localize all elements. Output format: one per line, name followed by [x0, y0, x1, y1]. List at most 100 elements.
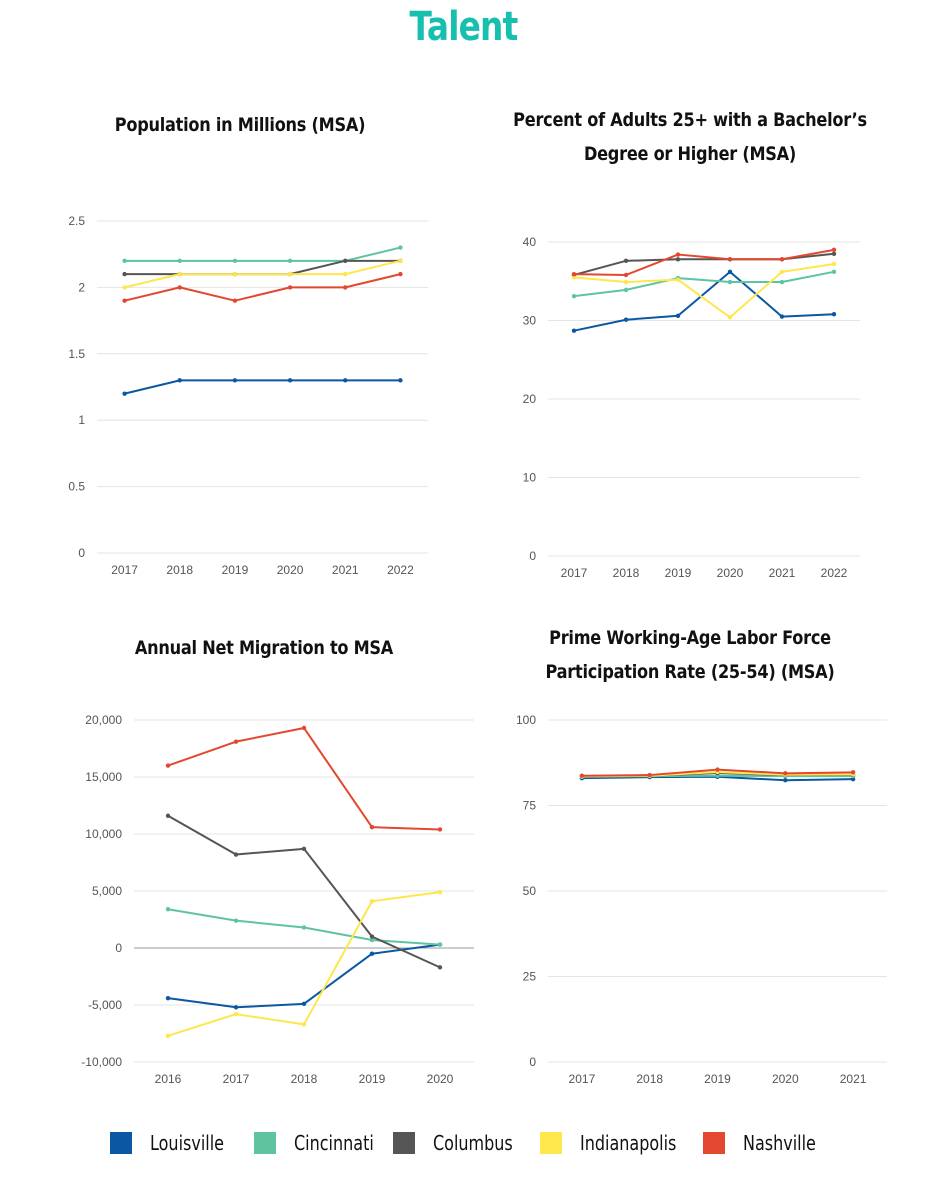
- data-point-indianapolis: [122, 285, 127, 290]
- data-point-nashville: [343, 285, 348, 290]
- y-tick-label: 10,000: [85, 827, 122, 841]
- y-tick-label: -5,000: [88, 998, 122, 1012]
- y-tick-label: 0.5: [68, 480, 85, 494]
- chart-population-title: Population in Millions (MSA): [114, 114, 366, 136]
- data-point-nashville: [715, 767, 720, 772]
- x-tick-label: 2017: [111, 563, 138, 577]
- data-point-indianapolis: [287, 271, 293, 277]
- data-point-nashville: [647, 772, 652, 778]
- data-point-nashville: [369, 824, 375, 830]
- legend-label-indianapolis: Indianapolis: [580, 1131, 677, 1155]
- data-point-indianapolis: [232, 271, 238, 277]
- data-point-louisville: [675, 313, 681, 318]
- data-point-indianapolis: [301, 1022, 307, 1027]
- data-point-nashville: [287, 285, 293, 290]
- legend-swatch-louisville: [110, 1132, 132, 1154]
- y-tick-label: 0: [115, 941, 122, 955]
- data-point-columbus: [623, 258, 629, 264]
- y-tick-label: 100: [516, 713, 536, 727]
- data-point-louisville: [122, 391, 127, 396]
- chart-labor-force-plot: 0 25 50 75 100 2017 2018 2019 2020 2021: [516, 713, 887, 1086]
- x-tick-label: 2018: [613, 566, 640, 580]
- data-point-cincinnati: [623, 287, 629, 293]
- y-tick-label: 30: [523, 314, 537, 328]
- x-tick-label: 2016: [155, 1072, 182, 1086]
- series-line-cincinnati: [573, 270, 835, 298]
- x-tick-label: 2021: [332, 563, 359, 577]
- data-point-nashville: [727, 257, 733, 262]
- data-point-columbus: [122, 271, 127, 277]
- legend: Louisville Cincinnati Columbus Indianapo…: [110, 1128, 830, 1158]
- data-point-louisville: [623, 317, 629, 322]
- y-tick-label: 1: [78, 413, 85, 427]
- series-line-louisville: [573, 270, 835, 332]
- data-point-indianapolis: [675, 277, 681, 282]
- x-tick-label: 2020: [717, 566, 744, 580]
- legend-label-cincinnati: Cincinnati: [294, 1131, 374, 1155]
- legend-label-columbus: Columbus: [433, 1131, 513, 1155]
- data-point-cincinnati: [301, 925, 307, 930]
- x-tick-label: 2018: [291, 1072, 318, 1086]
- data-point-louisville: [850, 776, 856, 782]
- data-point-indianapolis: [165, 1033, 171, 1038]
- data-point-louisville: [301, 1001, 307, 1007]
- legend-label-nashville: Nashville: [743, 1131, 816, 1155]
- data-point-louisville: [343, 378, 348, 383]
- data-point-nashville: [623, 272, 629, 278]
- y-tick-label: 0: [529, 1055, 536, 1069]
- data-point-cincinnati: [437, 942, 443, 947]
- data-point-columbus: [165, 813, 171, 818]
- legend-item-indianapolis: Indianapolis: [540, 1128, 700, 1158]
- data-point-louisville: [831, 312, 837, 317]
- data-point-nashville: [398, 271, 403, 277]
- data-point-indianapolis: [398, 258, 403, 264]
- chart-labor-force-title: Prime Working-Age Labor Force Participat…: [545, 627, 835, 683]
- chart-bachelors-plot: 0 10 20 30 40 2017 2018 2019 2020 2021 2022: [523, 235, 860, 580]
- data-point-nashville: [122, 298, 127, 303]
- data-point-nashville: [579, 773, 585, 778]
- data-point-cincinnati: [233, 918, 239, 923]
- x-tick-label: 2021: [769, 566, 796, 580]
- x-tick-label: 2019: [665, 566, 692, 580]
- data-point-louisville: [233, 1005, 239, 1010]
- data-point-cincinnati: [727, 279, 733, 285]
- y-tick-label: 10: [523, 471, 537, 485]
- data-point-cincinnati: [165, 907, 171, 912]
- legend-swatch-columbus: [393, 1132, 415, 1154]
- data-point-nashville: [165, 763, 171, 768]
- series-line-nashville: [167, 726, 441, 831]
- y-tick-label: 75: [523, 799, 537, 813]
- data-point-indianapolis: [369, 899, 375, 904]
- legend-swatch-cincinnati: [254, 1132, 276, 1154]
- legend-label-louisville: Louisville: [150, 1131, 224, 1155]
- x-tick-label: 2022: [387, 563, 414, 577]
- x-tick-label: 2018: [166, 563, 193, 577]
- data-point-louisville: [232, 378, 238, 383]
- series-line-nashville: [573, 248, 835, 276]
- data-point-louisville: [369, 951, 375, 956]
- chart-migration-plot: -10,000 -5,000 0 5,000 10,000 15,000 20,000 201…: [81, 713, 474, 1086]
- data-point-cincinnati: [571, 293, 577, 299]
- legend-swatch-indianapolis: [540, 1132, 562, 1154]
- data-point-indianapolis: [623, 279, 629, 285]
- chart-bachelors-title: Percent of Adults 25+ with a Bachelor’s …: [513, 109, 867, 165]
- data-point-nashville: [571, 271, 577, 277]
- data-point-nashville: [779, 257, 785, 262]
- data-point-indianapolis: [343, 271, 348, 277]
- data-point-cincinnati: [122, 258, 127, 264]
- legend-swatch-nashville: [703, 1132, 725, 1154]
- data-point-louisville: [783, 777, 788, 783]
- data-point-columbus: [233, 852, 239, 857]
- y-tick-label: 20,000: [85, 713, 122, 727]
- data-point-nashville: [675, 252, 681, 257]
- data-point-nashville: [177, 285, 182, 290]
- x-tick-label: 2020: [772, 1072, 799, 1086]
- data-point-indianapolis: [831, 261, 837, 267]
- data-point-columbus: [369, 934, 375, 939]
- legend-item-cincinnati: Cincinnati: [254, 1128, 394, 1158]
- x-tick-label: 2017: [561, 566, 588, 580]
- y-tick-label: 0: [529, 549, 536, 563]
- x-tick-label: 2019: [222, 563, 249, 577]
- y-tick-label: 1.5: [68, 347, 85, 361]
- series-line-louisville: [167, 943, 441, 1009]
